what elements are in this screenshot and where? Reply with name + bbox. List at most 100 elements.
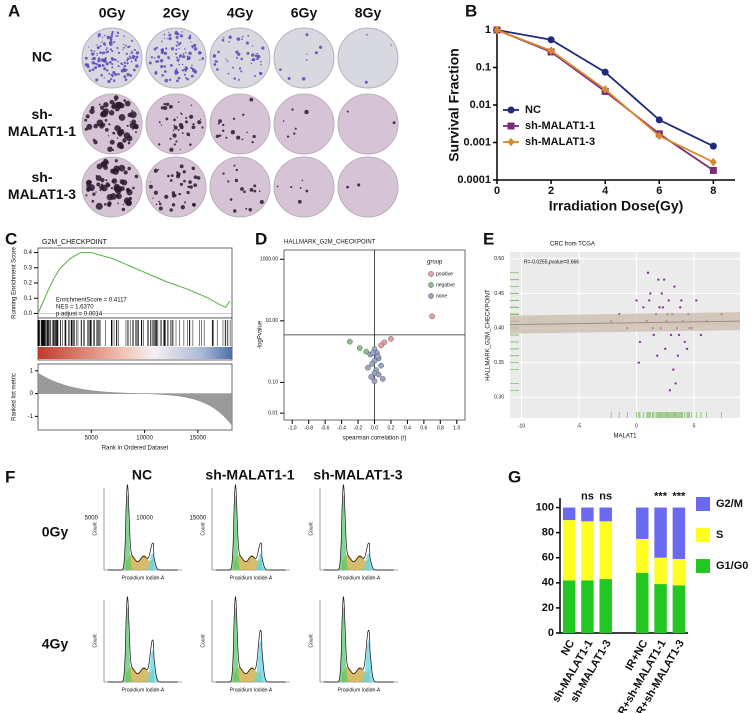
- colony: [290, 186, 293, 189]
- colony: [90, 49, 93, 52]
- colony: [160, 65, 164, 69]
- colony: [107, 135, 110, 137]
- colony: [110, 78, 113, 81]
- point: [642, 306, 645, 309]
- colony: [189, 114, 194, 119]
- colony: [173, 143, 176, 146]
- colony: [123, 46, 125, 49]
- colony: [252, 134, 256, 139]
- colony: [187, 56, 191, 61]
- colony: [124, 78, 128, 82]
- colony: [190, 41, 192, 43]
- colony: [110, 73, 114, 77]
- colony: [176, 172, 181, 177]
- ranked-metric: [37, 372, 233, 427]
- bar-segment: [672, 558, 686, 586]
- colony: [106, 183, 111, 188]
- colony: [176, 58, 180, 62]
- colony: [85, 194, 88, 197]
- colony: [213, 63, 217, 66]
- dish: [209, 93, 271, 155]
- colony: [169, 179, 173, 182]
- bar-segment: [672, 585, 686, 633]
- colony: [86, 63, 89, 65]
- enrichment-curve: [37, 252, 231, 314]
- y-tick-label: 0.01: [268, 410, 278, 416]
- panel-letter: E: [483, 229, 494, 248]
- colony: [366, 33, 368, 36]
- colony: [122, 132, 125, 135]
- colony: [117, 51, 121, 54]
- colony: [95, 62, 98, 66]
- point: [378, 342, 384, 349]
- colony: [126, 72, 130, 77]
- bar-segment: [599, 579, 612, 633]
- axis-title: Irradiation Dose(Gy): [549, 198, 684, 214]
- marker: [655, 116, 663, 124]
- colony: [179, 125, 184, 130]
- colony: [188, 36, 192, 40]
- colony: [108, 72, 111, 75]
- y-tick-label: 0.50: [494, 256, 504, 262]
- point: [375, 371, 382, 378]
- hist-component: [107, 666, 179, 682]
- colony: [118, 142, 122, 146]
- colony: [238, 67, 242, 70]
- y-tick-label: 0.10: [268, 380, 278, 386]
- y-tick-label: 0.1: [476, 61, 491, 73]
- colony: [107, 79, 111, 84]
- colony: [116, 47, 119, 50]
- colony: [153, 57, 156, 59]
- colony: [135, 51, 140, 55]
- colony: [155, 46, 159, 49]
- colony: [118, 126, 122, 130]
- colony: [390, 44, 392, 46]
- colony: [129, 111, 137, 119]
- legend-label: sh-MALAT1-1: [525, 120, 595, 132]
- colony: [177, 42, 181, 46]
- colony: [106, 202, 112, 207]
- colony: [157, 55, 161, 59]
- row-label: 4Gy: [42, 636, 69, 652]
- x-tick-label: 0.6: [420, 425, 427, 431]
- colony: [179, 182, 184, 186]
- colony: [233, 164, 236, 167]
- colony: [218, 134, 222, 137]
- colony: [127, 166, 132, 171]
- colony: [301, 76, 306, 81]
- point: [369, 361, 375, 367]
- point: [680, 299, 683, 302]
- colony: [109, 139, 115, 145]
- colony: [178, 192, 181, 196]
- colony: [110, 35, 113, 38]
- legend-label: G1/G0: [716, 560, 748, 572]
- colony: [240, 70, 243, 73]
- colony: [123, 43, 125, 46]
- colony: [92, 57, 96, 60]
- column-label: 4Gy: [227, 5, 254, 21]
- colony: [128, 196, 133, 201]
- colony: [91, 68, 95, 72]
- dish: [145, 27, 207, 89]
- colony: [109, 37, 113, 40]
- colony: [85, 180, 92, 186]
- x-tick-label: 1.0: [453, 425, 460, 431]
- colony: [171, 191, 176, 195]
- colony: [99, 189, 102, 192]
- colony: [122, 138, 127, 143]
- point: [656, 354, 659, 357]
- colony: [163, 105, 168, 111]
- colony: [318, 45, 323, 49]
- colony: [259, 60, 262, 63]
- colony: [110, 186, 113, 190]
- colony: [190, 104, 193, 107]
- colony: [294, 127, 297, 130]
- colony: [134, 174, 139, 179]
- colony: [252, 45, 254, 47]
- colony: [253, 184, 257, 188]
- dish: [337, 156, 399, 218]
- colony: [113, 80, 116, 83]
- y-tick-label: 0: [548, 627, 554, 639]
- colony: [105, 51, 108, 54]
- y-tick-label: 40: [542, 577, 554, 589]
